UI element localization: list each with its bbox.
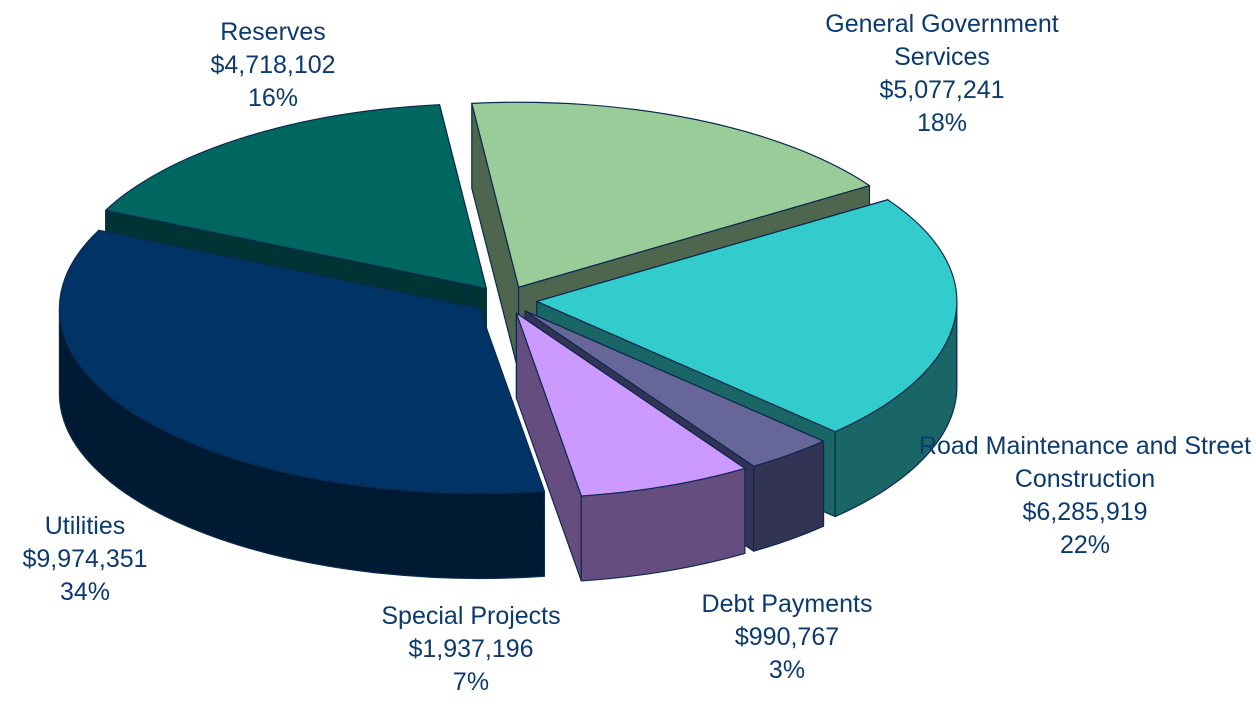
value-label: $5,077,241 — [879, 76, 1005, 104]
slice-label: Special Projects $1,937,196 7% — [341, 600, 601, 699]
slice-label: Road Maintenance and Street Construction… — [915, 430, 1255, 562]
value-label: $1,937,196 — [408, 635, 534, 663]
percent-label: 7% — [452, 668, 490, 696]
slice-top — [536, 199, 958, 433]
slice-label: Debt Payments $990,767 3% — [657, 588, 917, 687]
category-label: Utilities — [44, 512, 126, 540]
category-label: Special Projects — [381, 602, 561, 630]
slice-top — [58, 229, 545, 495]
slice-top — [524, 310, 825, 467]
percent-label: 3% — [768, 656, 806, 684]
slice-label: General Government Services $5,077,241 18% — [792, 8, 1092, 140]
percent-label: 16% — [247, 84, 299, 112]
slice-label: Utilities $9,974,351 34% — [0, 510, 170, 609]
value-label: $990,767 — [734, 623, 840, 651]
category-label: Reserves — [220, 18, 326, 46]
slice-top — [471, 101, 871, 288]
category-label: Road Maintenance and Street Construction — [918, 432, 1252, 493]
value-label: $9,974,351 — [22, 545, 148, 573]
percent-label: 34% — [59, 578, 111, 606]
value-label: $4,718,102 — [210, 51, 336, 79]
slice-top — [515, 312, 746, 497]
slice-top — [105, 104, 487, 290]
percent-label: 22% — [1059, 531, 1111, 559]
slice-label: Reserves $4,718,102 16% — [143, 16, 403, 115]
value-label: $6,285,919 — [1022, 498, 1148, 526]
percent-label: 18% — [916, 109, 968, 137]
category-label: General Government Services — [825, 10, 1059, 71]
category-label: Debt Payments — [701, 590, 873, 618]
